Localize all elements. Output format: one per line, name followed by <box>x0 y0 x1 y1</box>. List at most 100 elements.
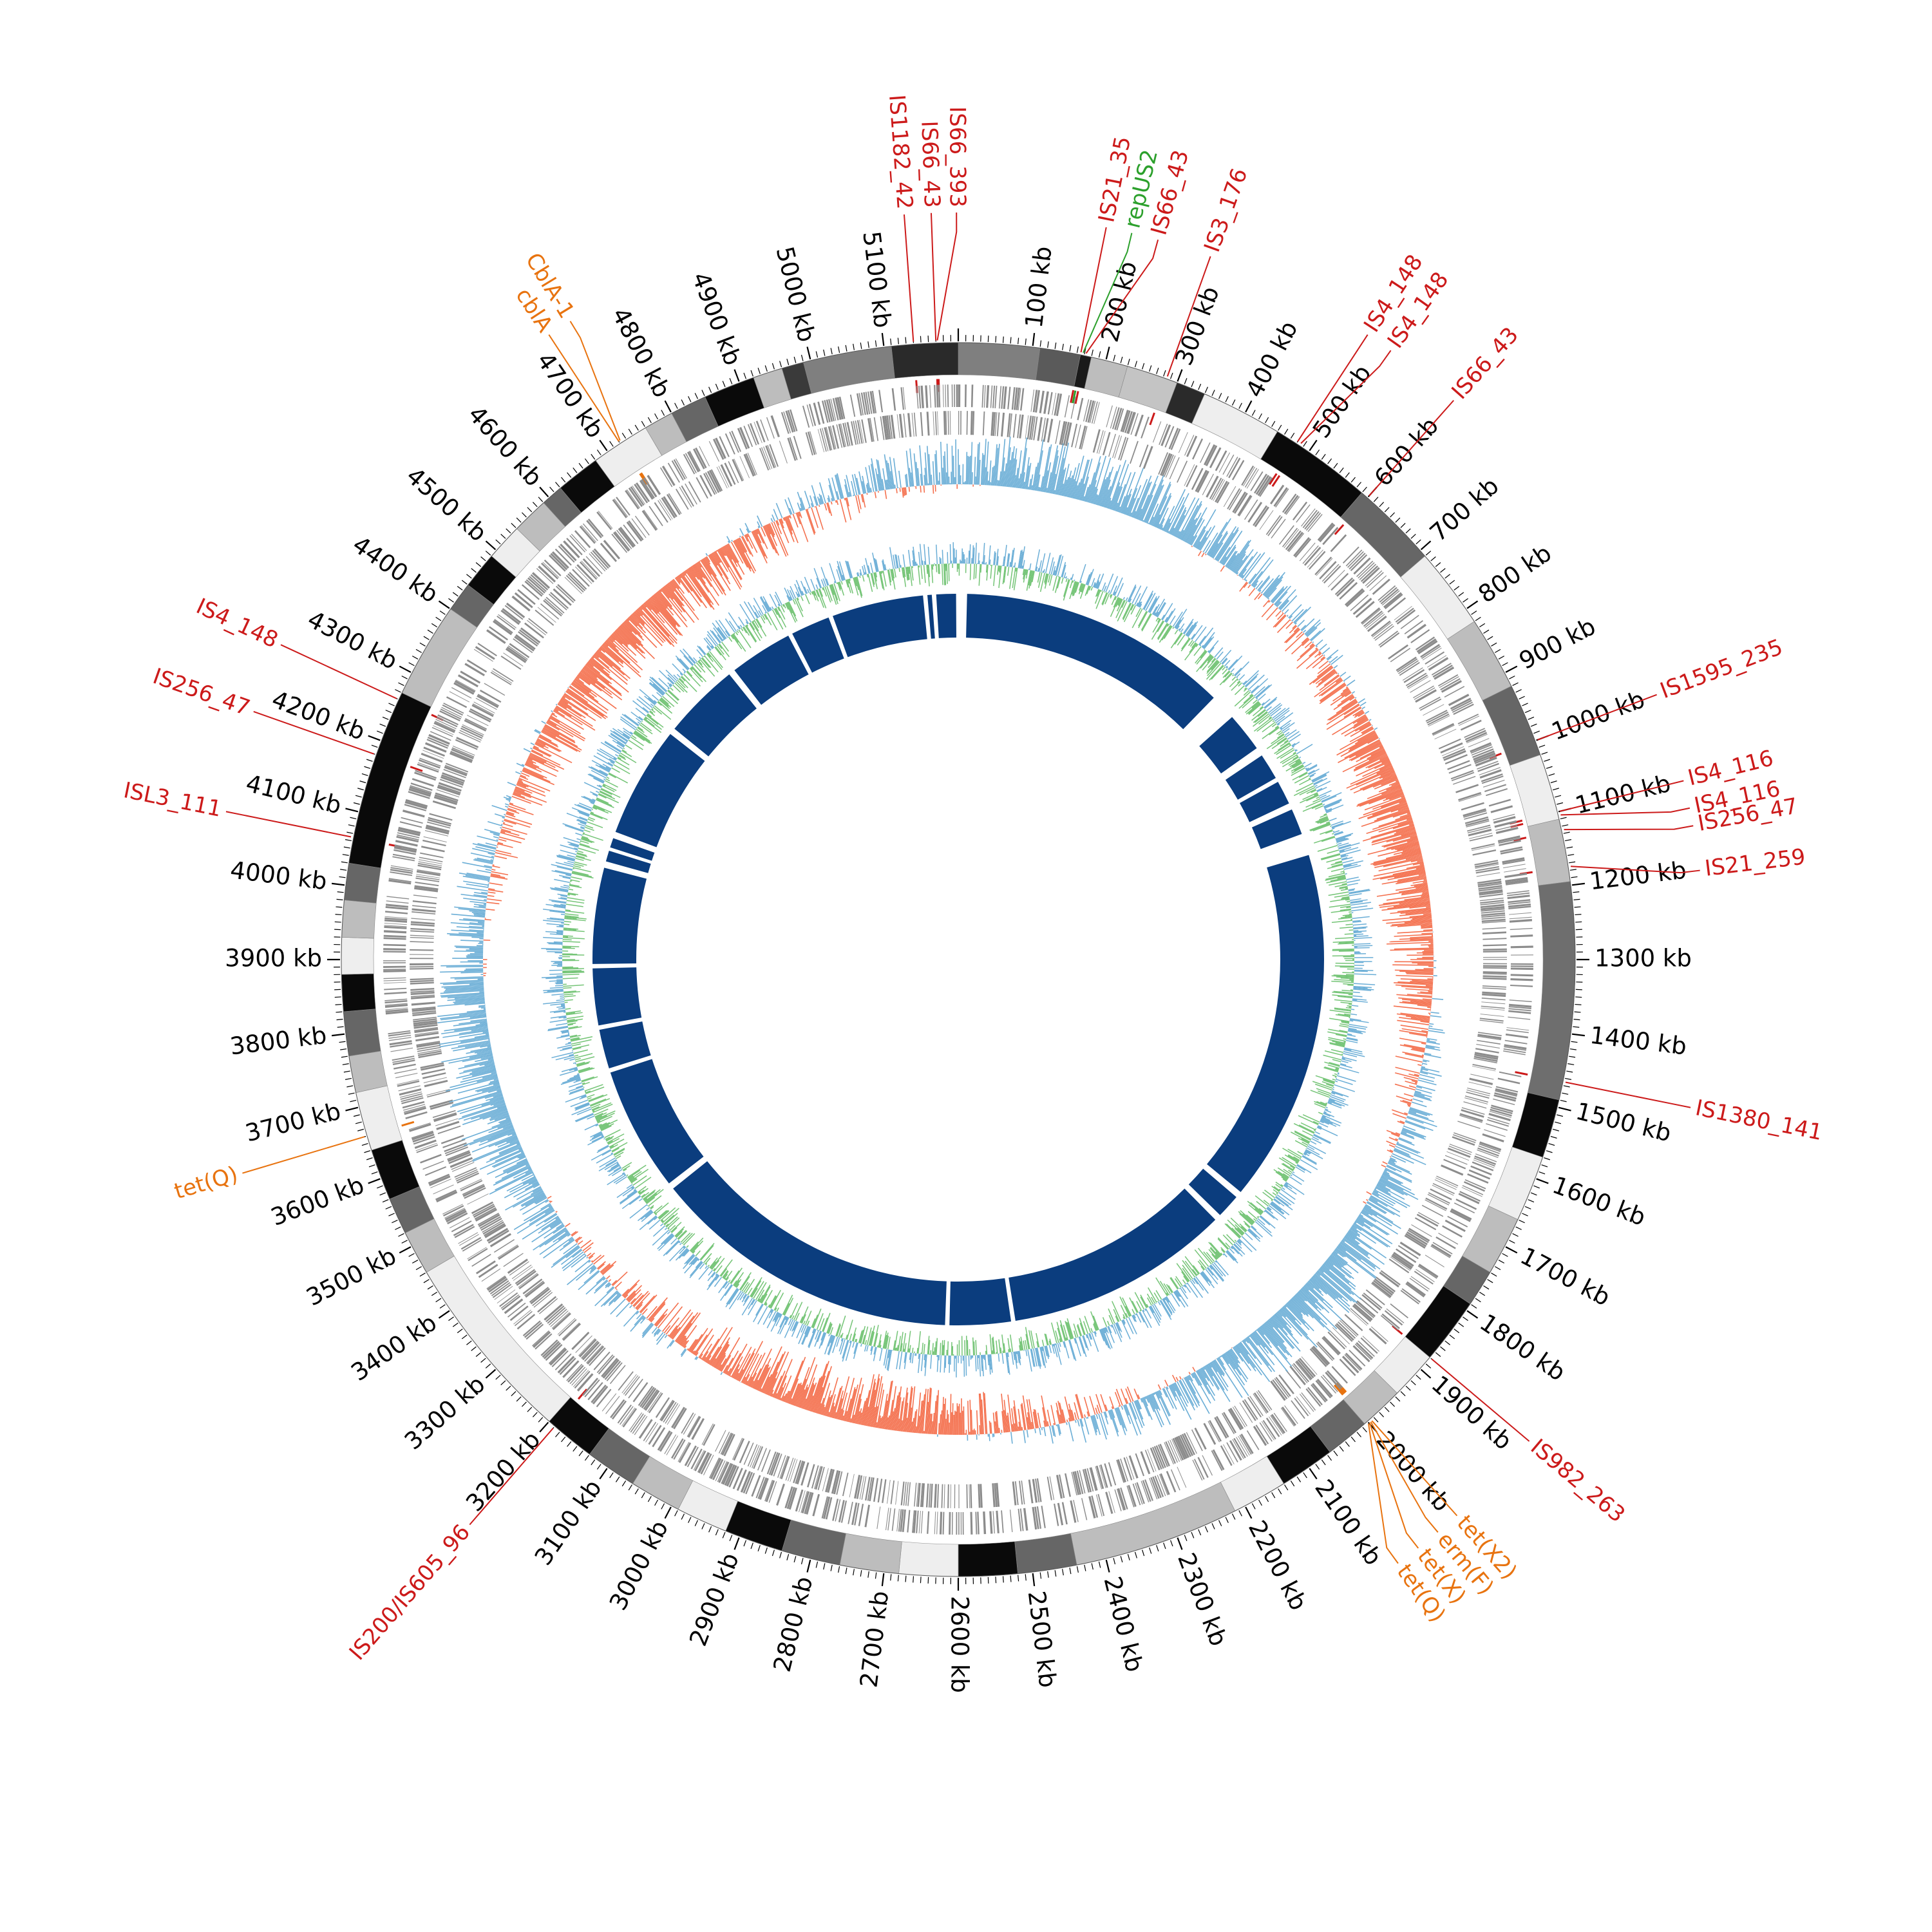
gc-skew-bar <box>589 1255 594 1260</box>
gc-skew-bar <box>669 1340 675 1347</box>
gc-skew-bar <box>772 1376 782 1397</box>
minor-tick <box>1238 1510 1242 1517</box>
minor-tick <box>674 402 678 409</box>
scale-tick-label: 3800 kb <box>229 1021 328 1061</box>
gc-skew-bar <box>1285 1303 1305 1324</box>
gc-skew-bar <box>1320 1266 1354 1296</box>
cds-forward <box>739 427 750 449</box>
cds-reverse <box>1472 1063 1497 1070</box>
gc-skew-bar <box>520 774 527 778</box>
cds-forward <box>1032 390 1038 413</box>
gc-skew-bar <box>1075 478 1083 500</box>
cds-forward <box>397 832 420 838</box>
cds-reverse <box>887 1480 891 1504</box>
gc-skew-bar <box>1208 534 1223 556</box>
minor-tick <box>457 585 463 591</box>
gc-skew-bar <box>1267 587 1277 599</box>
cds-reverse <box>1074 1471 1082 1495</box>
cds-reverse <box>1239 496 1253 516</box>
cds-forward <box>466 659 488 673</box>
gc-skew-bar <box>1129 512 1132 517</box>
gc-skew-bar <box>1379 1180 1408 1196</box>
gc-skew-bar <box>522 1198 549 1215</box>
cds-forward <box>385 904 409 908</box>
cds-forward <box>1510 927 1533 931</box>
cds-reverse <box>880 416 885 440</box>
minor-tick <box>830 348 833 355</box>
gc-skew-bar <box>1405 1120 1434 1132</box>
cds-reverse <box>947 411 949 435</box>
gc-skew-bar <box>1309 1278 1327 1295</box>
cds-forward <box>557 1356 575 1374</box>
gc-skew-bar <box>1344 739 1380 759</box>
cds-reverse <box>455 739 478 750</box>
gc-skew-bar <box>1239 582 1247 592</box>
gc-skew-bar <box>466 1048 492 1054</box>
minor-tick <box>366 759 373 762</box>
gc-skew-bar <box>501 824 503 826</box>
cds-forward <box>934 1511 936 1535</box>
gc-skew-bar <box>682 1340 688 1347</box>
cds-forward <box>1447 1215 1468 1227</box>
cds-reverse <box>551 1312 570 1329</box>
gc-skew-bar <box>1399 1037 1426 1044</box>
cds-reverse <box>410 949 434 951</box>
gc-skew-bar <box>865 1378 876 1426</box>
gc-skew-bar <box>1033 1408 1038 1428</box>
gc-skew-bar <box>471 1133 517 1153</box>
minor-tick <box>1563 1085 1570 1088</box>
cds-forward <box>1253 1425 1267 1446</box>
major-tick <box>1105 1559 1110 1573</box>
gc-skew-bar <box>518 1148 523 1151</box>
cds-reverse <box>421 1064 444 1071</box>
minor-tick <box>1530 723 1537 727</box>
gc-skew-bar <box>1171 1374 1177 1383</box>
cds-forward <box>970 1511 973 1535</box>
cds-forward <box>634 484 649 504</box>
cds-reverse <box>1478 1032 1502 1037</box>
cds-forward <box>916 386 919 409</box>
gc-skew-bar <box>497 1138 518 1148</box>
gc-skew-bar <box>1075 482 1081 499</box>
minor-tick <box>336 1019 343 1021</box>
cds-forward <box>417 763 439 773</box>
gc-skew-bar <box>569 685 585 697</box>
cds-forward <box>1467 1173 1489 1184</box>
gc-skew-bar <box>686 569 715 610</box>
gc-skew-bar <box>726 544 745 575</box>
gc-skew-bar <box>1359 1213 1361 1215</box>
cds-reverse <box>1425 1197 1448 1210</box>
cds-forward <box>863 392 869 415</box>
minor-tick <box>398 1233 404 1237</box>
gc-skew-bar <box>594 1280 609 1294</box>
cds-reverse <box>807 431 816 455</box>
cds-reverse <box>1089 1468 1096 1492</box>
gc-skew-bar <box>1406 1115 1437 1128</box>
cds-reverse <box>1049 1476 1055 1501</box>
cds-forward <box>621 1407 636 1426</box>
gc-skew-bar <box>659 589 662 592</box>
gc-skew-bar <box>643 603 647 608</box>
cds-forward <box>1507 895 1530 900</box>
gc-skew-bar <box>708 554 723 576</box>
cds-forward <box>724 1464 735 1486</box>
minor-tick <box>1564 1077 1572 1080</box>
minor-tick <box>1350 477 1356 483</box>
gc-skew-bar <box>1296 631 1303 638</box>
gc-skew-bar <box>1397 981 1434 985</box>
gc-skew-bar <box>1389 939 1434 943</box>
cds-forward <box>1166 1471 1177 1493</box>
gc-skew-bar <box>1284 628 1300 643</box>
gc-skew-bar <box>797 491 804 511</box>
cds-forward <box>1204 444 1216 466</box>
cds-forward <box>636 482 650 502</box>
cds-reverse <box>1440 742 1463 753</box>
cds-forward <box>1421 645 1441 659</box>
gc-skew-bar <box>735 538 755 574</box>
cds-forward <box>857 393 862 416</box>
cds-reverse <box>1482 959 1508 960</box>
gc-skew-bar <box>1179 1376 1182 1380</box>
gc-skew-bar <box>512 793 543 806</box>
cds-reverse <box>699 475 712 497</box>
gc-skew-bar <box>1026 462 1032 489</box>
